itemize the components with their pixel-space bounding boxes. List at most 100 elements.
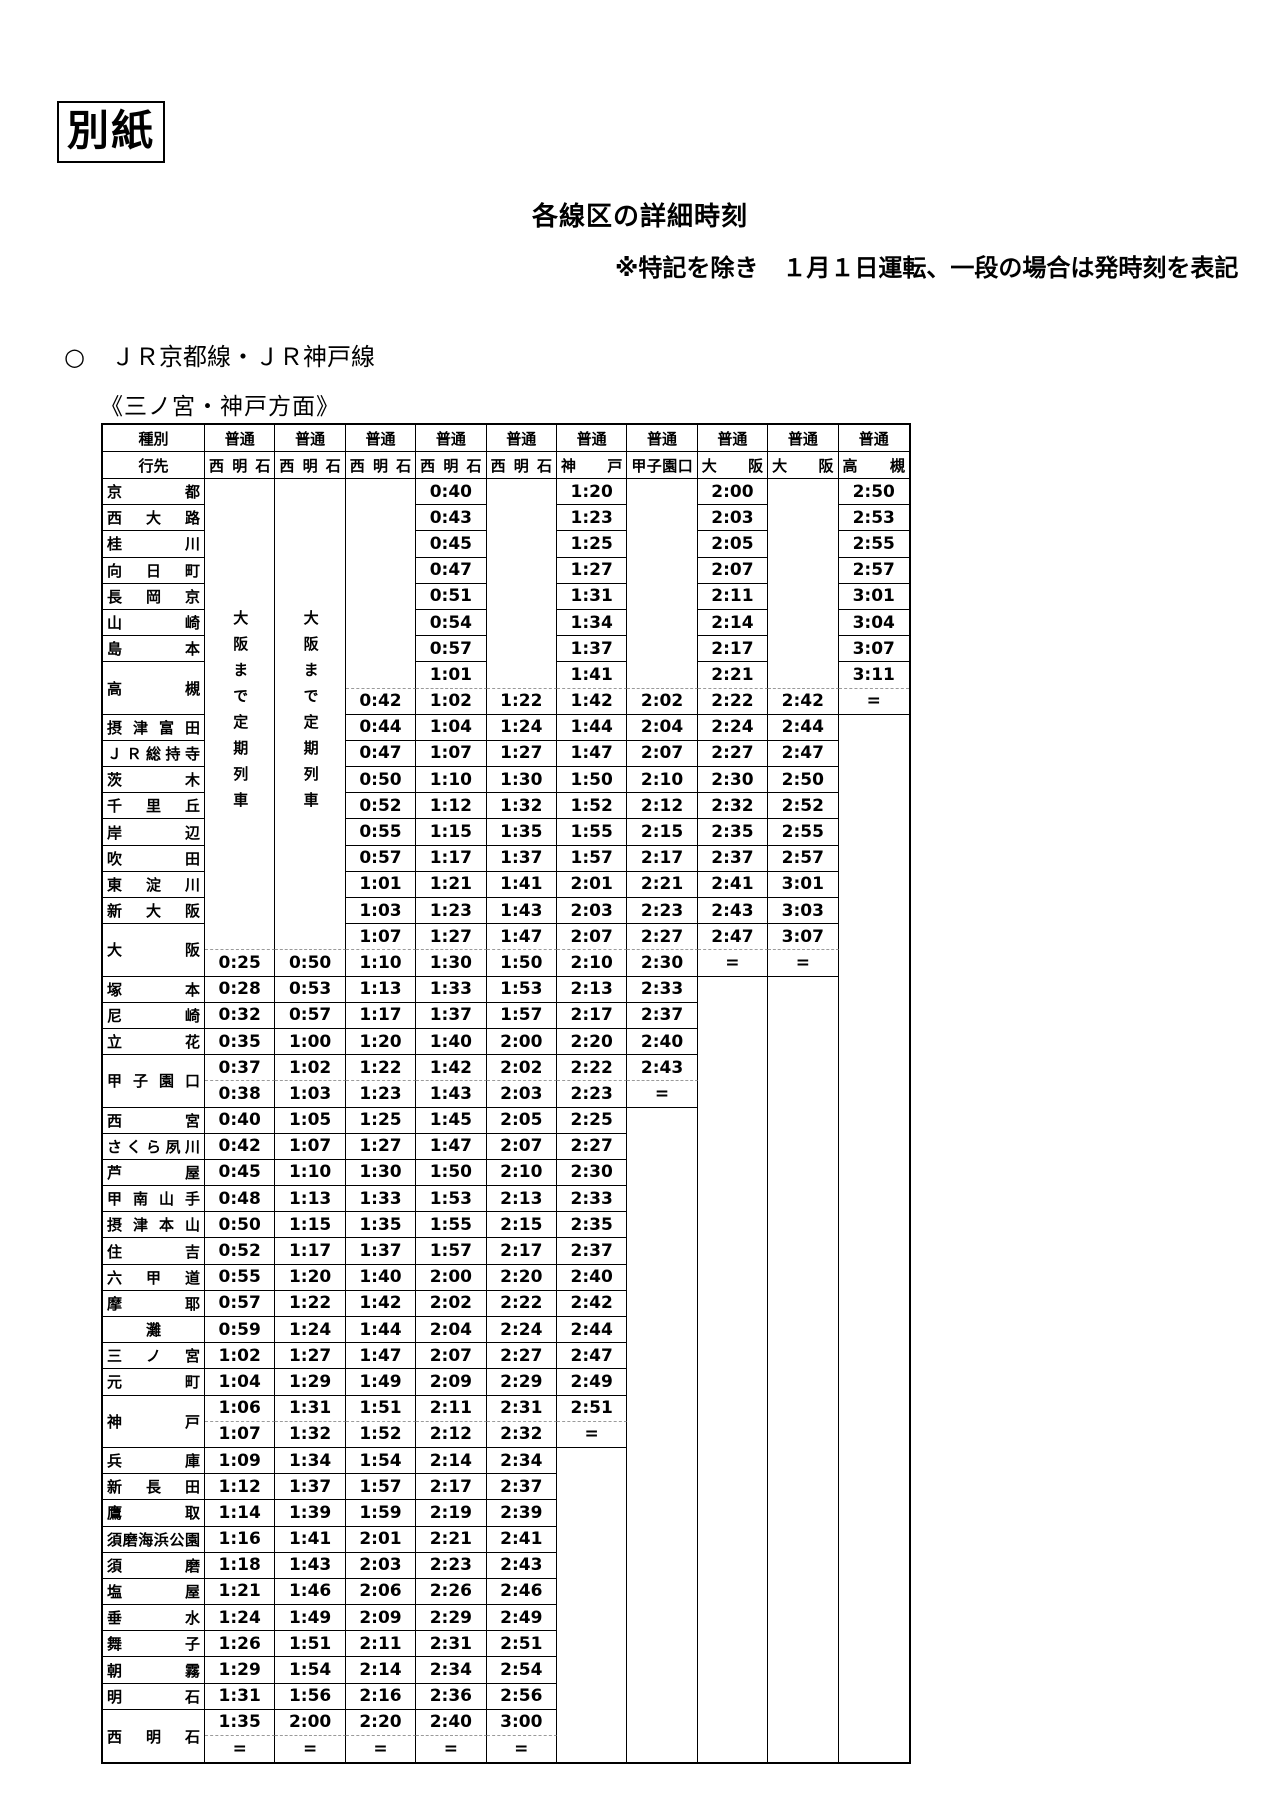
time-cell: 2:22 <box>486 1290 557 1317</box>
time-cell: 0:42 <box>345 688 417 715</box>
time-cell: 1:05 <box>275 1107 346 1134</box>
page-note: ※特記を除き １月１日運転、一段の場合は発時刻を表記 <box>615 254 1239 282</box>
time-cell: 2:29 <box>416 1605 487 1632</box>
time-cell: 1:30 <box>416 950 487 977</box>
time-cell: 2:25 <box>556 1107 628 1134</box>
time-cell: 1:03 <box>345 898 417 925</box>
time-cell: 1:34 <box>556 609 628 637</box>
station-cell: 西大路 <box>103 505 205 532</box>
time-cell: 1:04 <box>416 714 487 741</box>
time-cell: 2:42 <box>556 1290 628 1317</box>
blank-cell <box>557 1447 628 1763</box>
station-cell: 新長田 <box>103 1474 205 1501</box>
time-cell: 0:57 <box>416 636 487 663</box>
station-cell: 須磨 <box>103 1552 205 1579</box>
time-cell: 1:37 <box>275 1474 346 1501</box>
time-cell: 2:17 <box>416 1474 487 1501</box>
time-cell: 2:27 <box>627 924 698 951</box>
station-cell: 甲子園口 <box>103 1055 205 1108</box>
time-cell: 2:46 <box>486 1578 557 1606</box>
time-cell: 1:50 <box>486 950 557 977</box>
time-cell: 1:12 <box>416 793 487 820</box>
time-cell: 1:40 <box>416 1028 487 1056</box>
time-cell: 1:33 <box>345 1186 417 1213</box>
circle-marker-icon: ○ <box>64 343 85 371</box>
time-cell: 2:23 <box>627 898 698 925</box>
station-cell: 甲南山手 <box>103 1186 205 1213</box>
station-cell: 灘 <box>103 1317 205 1344</box>
time-cell: 2:07 <box>697 557 769 584</box>
time-cell: 2:10 <box>556 950 628 977</box>
time-cell: 0:44 <box>345 714 417 741</box>
line-section-heading: ○ ＪＲ京都線・ＪＲ神戸線 <box>64 337 375 372</box>
time-cell: 1:52 <box>345 1421 417 1448</box>
time-cell: 2:17 <box>627 845 698 872</box>
time-cell: 2:40 <box>416 1709 487 1736</box>
time-cell: 1:22 <box>275 1290 346 1317</box>
time-cell: 2:12 <box>416 1421 487 1448</box>
station-cell: 立花 <box>103 1028 205 1056</box>
station-cell: 長岡京 <box>103 583 205 610</box>
time-cell: 2:12 <box>627 793 698 820</box>
time-cell: 2:03 <box>345 1552 417 1579</box>
time-cell: 1:33 <box>416 976 487 1003</box>
time-cell: 2:17 <box>556 1002 628 1029</box>
time-cell: 1:07 <box>416 740 487 768</box>
time-cell: 2:20 <box>486 1264 557 1291</box>
station-cell: 尼崎 <box>103 1002 205 1029</box>
time-cell: 2:43 <box>486 1552 557 1579</box>
time-cell: 2:36 <box>416 1683 487 1710</box>
attachment-label: 別紙 <box>57 101 166 164</box>
time-cell: 2:54 <box>486 1657 557 1684</box>
time-cell: 1:39 <box>275 1500 346 1527</box>
time-cell: 2:34 <box>486 1447 557 1475</box>
time-cell: = <box>556 1421 628 1448</box>
time-cell: 2:06 <box>345 1578 417 1606</box>
time-cell: 1:43 <box>486 898 557 925</box>
time-cell: 2:14 <box>697 609 769 637</box>
time-cell: 1:42 <box>345 1290 417 1317</box>
time-cell: 2:20 <box>345 1709 417 1736</box>
time-cell: 1:27 <box>345 1133 417 1160</box>
time-cell: 1:02 <box>275 1055 346 1082</box>
time-cell: 1:23 <box>416 898 487 925</box>
time-cell: 2:53 <box>838 505 909 532</box>
time-cell: 2:09 <box>345 1605 417 1632</box>
time-cell: 2:04 <box>416 1317 487 1344</box>
time-cell: 0:59 <box>205 1317 276 1344</box>
time-cell: 3:01 <box>768 871 839 898</box>
time-cell: 2:09 <box>416 1369 487 1396</box>
time-cell: 0:51 <box>416 583 487 610</box>
time-cell: 1:35 <box>205 1709 276 1736</box>
time-cell: 2:27 <box>486 1343 557 1370</box>
time-cell: 2:15 <box>627 819 698 846</box>
time-cell: 2:11 <box>416 1395 487 1422</box>
time-cell: 1:30 <box>345 1159 417 1187</box>
vertical-note-text: 大阪まで定期列車 <box>231 610 250 819</box>
time-cell: 1:47 <box>345 1343 417 1370</box>
time-cell: 2:50 <box>838 479 909 506</box>
train-type-cell: 普通 <box>627 425 698 452</box>
time-cell: 1:27 <box>556 557 628 584</box>
time-cell: 0:43 <box>416 505 487 532</box>
time-cell: 2:55 <box>768 819 839 846</box>
time-cell: 2:47 <box>556 1343 628 1370</box>
station-cell: 六甲道 <box>103 1264 205 1291</box>
time-cell: = <box>838 689 909 715</box>
line-section-title: ＪＲ京都線・ＪＲ神戸線 <box>110 343 375 371</box>
time-cell: 2:33 <box>556 1186 628 1213</box>
time-cell: 2:44 <box>556 1317 628 1344</box>
time-cell: 2:47 <box>768 740 839 768</box>
time-cell: 1:44 <box>345 1317 417 1344</box>
time-cell: 3:07 <box>838 636 909 663</box>
station-cell: 吹田 <box>103 845 205 872</box>
train-destination-cell: 甲子園口 <box>627 452 698 479</box>
station-cell: 茨木 <box>103 767 205 794</box>
time-cell: 1:31 <box>275 1395 346 1422</box>
time-cell: 2:15 <box>486 1212 557 1239</box>
time-cell: 1:42 <box>556 688 628 715</box>
time-cell: 1:47 <box>486 924 557 951</box>
time-cell: 2:56 <box>486 1683 557 1710</box>
time-cell: 2:57 <box>838 558 909 584</box>
timetable: 種別 行先 普通西明石普通西明石普通西明石普通西明石普通西明石普通神戸普通甲子園口普… <box>101 423 911 1765</box>
